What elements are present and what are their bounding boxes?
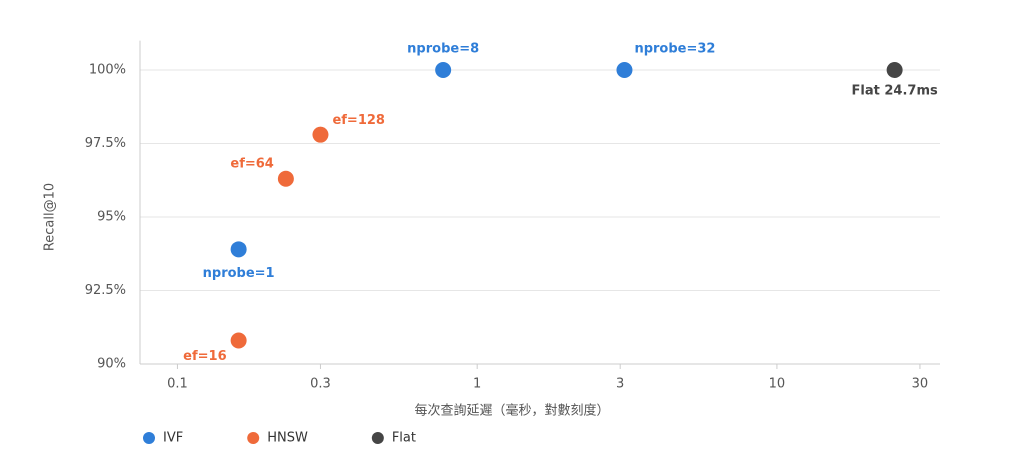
point-label: ef=128: [332, 113, 385, 128]
point: [230, 332, 247, 349]
y-tick-label: 100%: [89, 63, 126, 78]
point-label: Flat 24.7ms: [852, 84, 938, 99]
x-tick-label: 1: [473, 377, 481, 392]
y-tick-label: 97.5%: [85, 136, 126, 151]
legend-marker: [371, 432, 384, 444]
point: [277, 170, 294, 187]
point: [616, 62, 633, 78]
legend-marker: [143, 432, 155, 444]
y-tick-label: 90%: [97, 357, 126, 372]
x-tick-label: 30: [912, 377, 929, 392]
y-tick-label: 95%: [97, 210, 126, 225]
point-label: ef=64: [230, 156, 273, 171]
point-label: nprobe=32: [634, 42, 715, 57]
x-tick-label: 0.3: [310, 377, 331, 392]
point: [435, 62, 452, 78]
x-tick-label: 0.1: [167, 377, 188, 392]
legend-label: Flat: [392, 431, 416, 446]
x-axis-title: 每次查詢延遲（毫秒，對數刻度）: [414, 403, 609, 419]
point: [312, 126, 329, 143]
x-tick-label: 10: [769, 377, 786, 392]
point-label: nprobe=1: [203, 266, 275, 281]
y-axis-title: Recall@10: [43, 183, 58, 251]
point: [886, 62, 903, 78]
x-tick-label: 3: [616, 377, 624, 392]
y-tick-label: 92.5%: [85, 283, 126, 298]
legend-label: IVF: [163, 431, 183, 446]
point-label: nprobe=8: [407, 42, 479, 57]
legend-marker: [247, 432, 260, 444]
point-label: ef=16: [183, 349, 226, 364]
point: [230, 241, 247, 258]
legend-label: HNSW: [267, 431, 308, 446]
